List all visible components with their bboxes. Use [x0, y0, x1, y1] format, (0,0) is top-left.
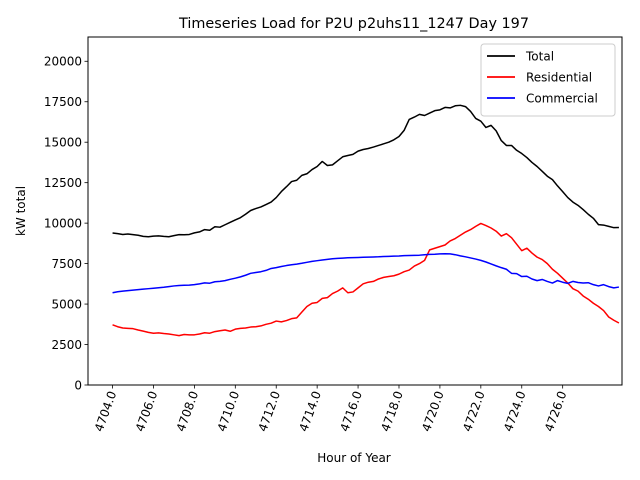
legend-label-total: Total — [525, 50, 554, 64]
y-tick-label: 12500 — [44, 176, 82, 190]
y-tick-label: 15000 — [44, 136, 82, 150]
x-axis-label: Hour of Year — [317, 451, 391, 465]
chart-title: Timeseries Load for P2U p2uhs11_1247 Day… — [178, 16, 529, 32]
series-line-total — [112, 104, 619, 238]
y-tick-label: 5000 — [51, 297, 82, 311]
y-tick-label: 10000 — [44, 216, 82, 230]
series-line-commercial — [112, 252, 620, 294]
series-line-residential — [112, 222, 620, 337]
y-axis: 0 2500 5000 7500 10000 12500 15000 17500 20000 — [44, 55, 88, 392]
plot-lines — [112, 104, 620, 337]
legend-label-commercial: Commercial — [526, 92, 598, 106]
legend-label-residential: Residential — [526, 71, 592, 85]
y-tick-label: 0 — [74, 378, 82, 392]
plot-frame — [87, 36, 623, 386]
y-tick-label: 17500 — [44, 95, 82, 109]
y-axis-label: kW total — [14, 186, 28, 236]
y-tick-label: 20000 — [44, 55, 82, 69]
y-tick-label: 7500 — [51, 257, 82, 271]
legend: Total Residential Commercial — [480, 43, 616, 117]
y-tick-label: 2500 — [51, 338, 82, 352]
